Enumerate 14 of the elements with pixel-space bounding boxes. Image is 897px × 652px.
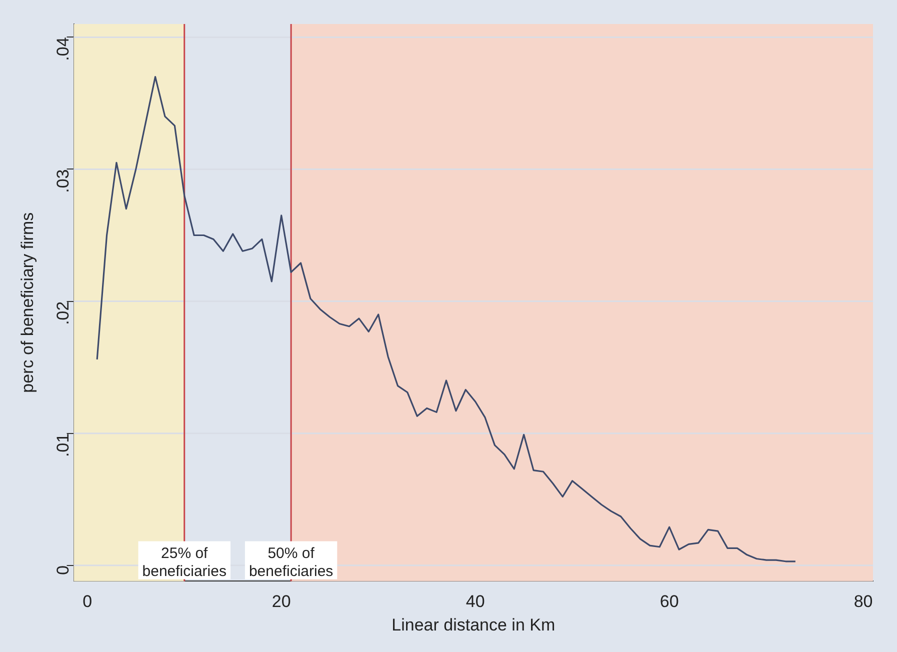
- ref-line-label: 50% of beneficiaries: [248, 544, 334, 580]
- y-axis-title: perc of beneficiary firms: [18, 212, 37, 393]
- ref-line-label: 25% of beneficiaries: [142, 544, 226, 580]
- y-tick-label: 0: [53, 565, 72, 575]
- y-tick-label: .03: [53, 169, 72, 193]
- x-tick-label: 20: [272, 592, 291, 612]
- x-tick-label: 40: [466, 592, 485, 612]
- x-tick-label: 60: [660, 592, 679, 612]
- y-tick-label: .04: [53, 37, 72, 61]
- x-tick-label: 0: [82, 592, 92, 612]
- x-axis-title: Linear distance in Km: [392, 615, 556, 634]
- x-tick-label: 80: [854, 592, 873, 612]
- y-tick-label: .01: [53, 433, 72, 457]
- y-tick-label: .02: [53, 301, 72, 325]
